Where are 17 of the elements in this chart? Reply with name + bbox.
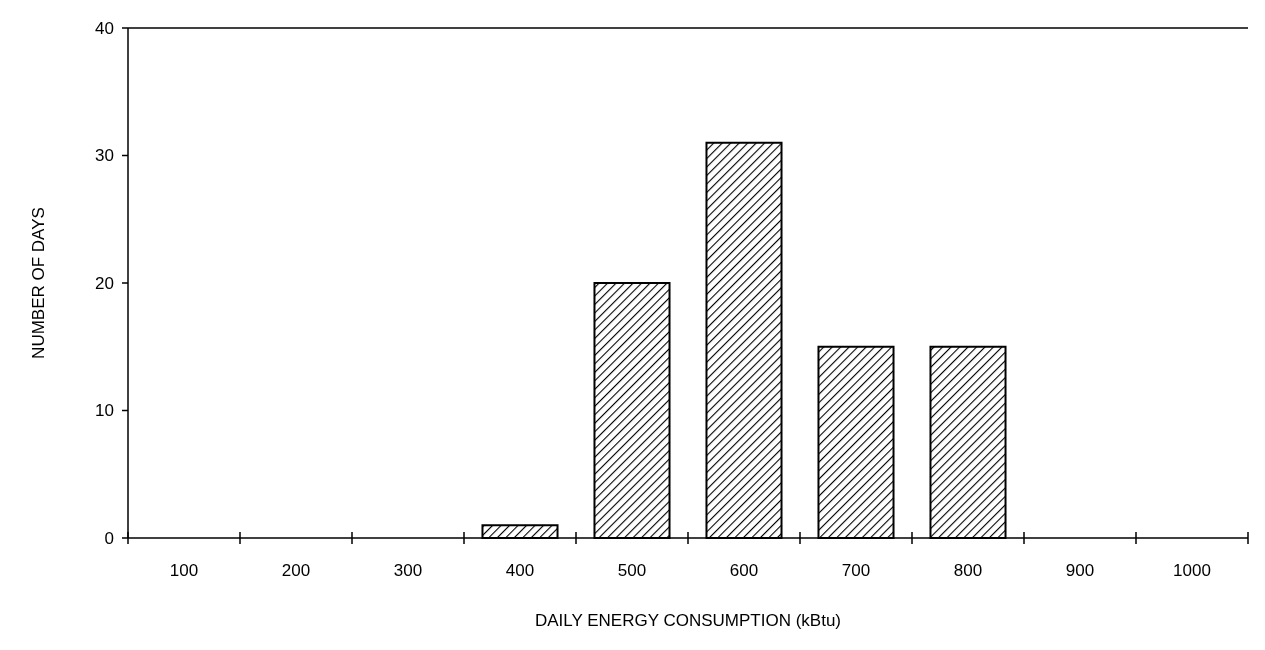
- x-tick-label: 700: [841, 561, 871, 580]
- x-tick-label: 100: [169, 561, 199, 580]
- y-axis-title: NUMBER OF DAYS: [28, 207, 48, 359]
- y-tick-label: 20: [95, 273, 114, 293]
- y-tick-label: 10: [95, 401, 114, 420]
- x-axis-title: DAILY ENERGY CONSUMPTION (kBtu): [534, 611, 842, 630]
- x-tick-label: 900: [1065, 561, 1095, 580]
- x-tick-label: 300: [393, 561, 423, 580]
- y-tick-label: 0: [104, 528, 114, 548]
- x-tick-label: 1000: [1173, 561, 1211, 580]
- x-tick-label: 500: [617, 561, 647, 580]
- x-tick-label: 600: [729, 561, 759, 580]
- x-tick-label: 400: [505, 561, 535, 580]
- y-tick-label: 40: [95, 18, 114, 38]
- x-tick-label: 800: [953, 561, 983, 580]
- y-tick-label: 30: [95, 146, 114, 165]
- x-tick-label: 200: [281, 561, 311, 580]
